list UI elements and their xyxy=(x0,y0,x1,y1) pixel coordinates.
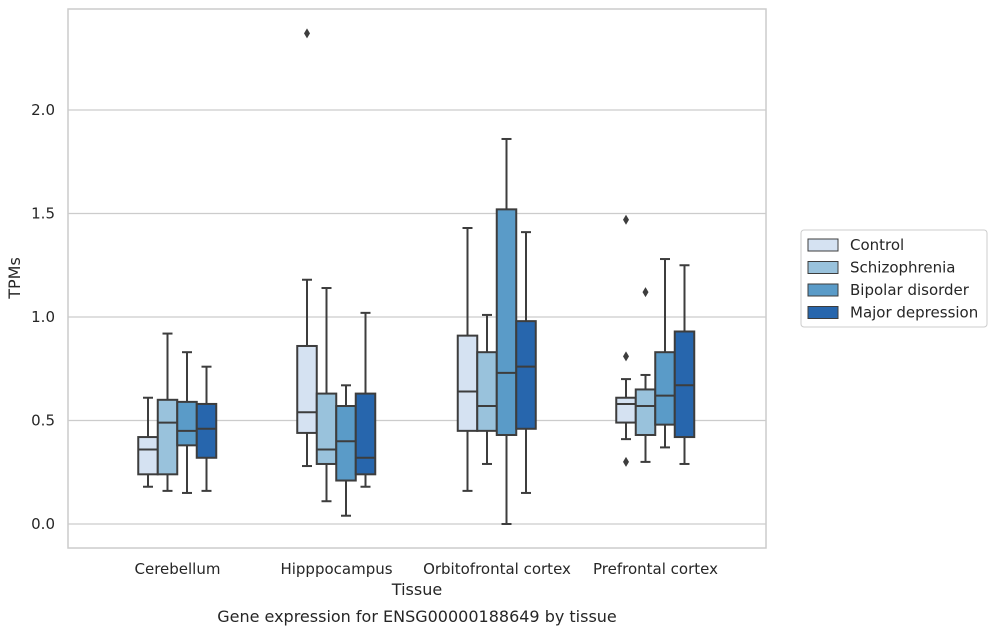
box-schizophrenia xyxy=(315,287,338,503)
iqr-box xyxy=(296,344,318,434)
iqr-box xyxy=(515,320,537,430)
iqr-box xyxy=(354,392,377,476)
y-tick-label: 1.0 xyxy=(31,308,55,326)
outlier-marker xyxy=(623,351,629,362)
y-tick-label: 1.5 xyxy=(31,205,55,223)
legend-label: Major depression xyxy=(850,304,978,322)
x-tick-label: Orbitofrontal cortex xyxy=(423,560,571,578)
box-major-depression xyxy=(195,365,218,492)
legend-label: Bipolar disorder xyxy=(850,281,970,299)
plot-area xyxy=(67,8,767,549)
iqr-box xyxy=(476,351,498,432)
x-tick-label: Cerebellum xyxy=(135,560,221,578)
y-tick-label: 0.0 xyxy=(31,515,55,533)
x-axis-ticks: Cerebellum Hipppocampus Orbitofrontal cort… xyxy=(135,560,719,578)
legend-frame xyxy=(800,229,988,328)
outlier-marker xyxy=(623,214,629,225)
iqr-box xyxy=(137,436,159,476)
legend-label: Schizophrenia xyxy=(850,259,955,277)
x-tick-label: Hipppocampus xyxy=(280,560,392,578)
legend-swatch xyxy=(807,283,839,297)
iqr-box xyxy=(156,398,179,476)
box-major-depression xyxy=(354,311,377,488)
iqr-box xyxy=(315,392,338,465)
box-bipolar-disorder xyxy=(495,137,518,525)
iqr-box xyxy=(634,388,657,436)
iqr-box xyxy=(176,400,198,447)
chart-title: Gene expression for ENSG00000188649 by t… xyxy=(217,607,617,626)
outlier-marker xyxy=(304,28,310,39)
y-tick-label: 0.5 xyxy=(31,412,55,430)
iqr-box xyxy=(456,334,479,432)
legend-swatch xyxy=(807,238,839,252)
box-control xyxy=(137,396,159,488)
legend-label: Control xyxy=(850,236,904,254)
y-axis-ticks: 0.0 0.5 1.0 1.5 2.0 xyxy=(31,101,55,533)
iqr-box xyxy=(615,396,637,424)
x-axis-label: Tissue xyxy=(391,580,442,599)
y-axis-label: TPMs xyxy=(5,257,24,300)
legend-swatch xyxy=(807,261,839,274)
x-tick-label: Prefrontal cortex xyxy=(593,560,718,578)
iqr-box xyxy=(495,208,518,436)
box-major-depression xyxy=(515,231,537,494)
iqr-box xyxy=(335,405,357,482)
outlier-marker xyxy=(642,287,649,298)
box-major-depression xyxy=(673,264,696,465)
iqr-box xyxy=(195,402,218,459)
box-bipolar-disorder xyxy=(335,384,357,517)
legend-swatch xyxy=(807,306,839,319)
box-control xyxy=(456,226,479,492)
iqr-box xyxy=(673,330,696,439)
box-control xyxy=(296,28,318,468)
legend: Control Schizophrenia Bipolar disorder Majo… xyxy=(800,229,988,328)
box-schizophrenia xyxy=(156,332,179,492)
iqr-box xyxy=(654,351,676,426)
boxes xyxy=(137,28,696,525)
y-tick-label: 2.0 xyxy=(31,101,55,119)
outlier-marker xyxy=(623,456,629,467)
box-bipolar-disorder xyxy=(176,351,198,494)
